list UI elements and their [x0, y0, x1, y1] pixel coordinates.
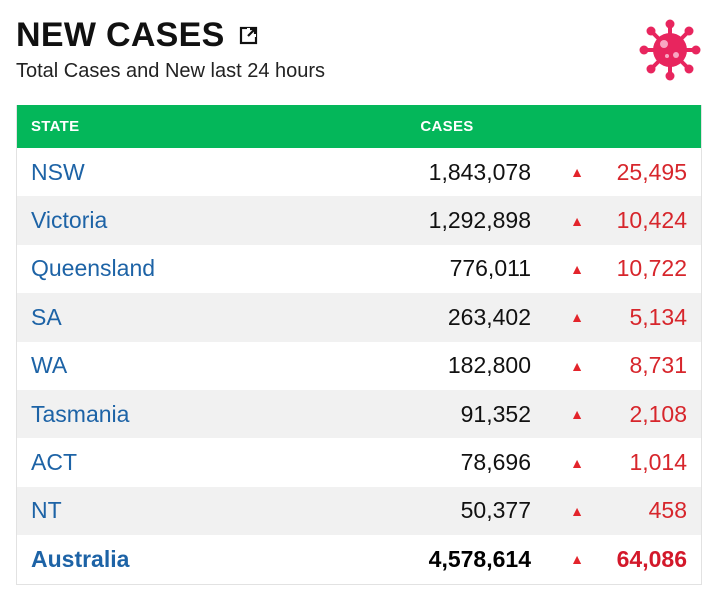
table-row: Victoria 1,292,898 ▲ 10,424	[17, 196, 701, 245]
widget-header: NEW CASES Total Cases and New last 24 ho…	[16, 14, 710, 94]
state-name[interactable]: WA	[31, 352, 68, 379]
total-cases: 1,843,078	[428, 158, 531, 185]
total-cases: 263,402	[447, 303, 531, 330]
total-cases: 78,696	[460, 449, 531, 476]
increase-arrow-icon: ▲	[570, 164, 584, 181]
table-row: SA 263,402 ▲ 5,134	[17, 293, 701, 342]
table-row: NT 50,377 ▲ 458	[17, 486, 701, 536]
column-header-cases[interactable]: CASES	[420, 118, 474, 135]
state-name[interactable]: Tasmania	[31, 400, 130, 427]
new-cases: 64,086	[616, 545, 687, 572]
new-cases: 8,731	[629, 352, 687, 379]
page-subtitle: Total Cases and New last 24 hours	[16, 60, 326, 82]
increase-arrow-icon: ▲	[570, 454, 584, 471]
total-cases: 182,800	[447, 352, 531, 379]
virus-icon	[638, 18, 702, 82]
total-cases: 776,011	[449, 255, 531, 282]
increase-arrow-icon: ▲	[570, 260, 584, 277]
table-row-total: Australia 4,578,614 ▲ 64,086	[17, 535, 701, 583]
total-cases: 4,578,614	[428, 545, 531, 572]
new-cases: 458	[648, 497, 687, 524]
cases-table: STATE CASES NSW 1,843,078 ▲ 25,495 Victo…	[16, 105, 702, 585]
increase-arrow-icon: ▲	[570, 502, 584, 519]
total-cases: 50,377	[460, 497, 531, 524]
external-link-icon[interactable]	[239, 25, 259, 45]
state-name[interactable]: NSW	[31, 158, 85, 185]
state-name[interactable]: Victoria	[31, 207, 108, 234]
title-row: NEW CASES	[16, 14, 710, 56]
increase-arrow-icon: ▲	[570, 406, 584, 423]
increase-arrow-icon: ▲	[570, 212, 584, 229]
new-cases: 10,722	[616, 255, 687, 282]
table-header: STATE CASES	[17, 105, 701, 148]
increase-arrow-icon: ▲	[570, 357, 584, 374]
state-name[interactable]: Australia	[31, 545, 130, 572]
new-cases: 2,108	[629, 400, 687, 427]
total-cases: 91,352	[460, 400, 531, 427]
table-row: Queensland 776,011 ▲ 10,722	[17, 245, 701, 293]
page-title: NEW CASES	[16, 16, 225, 54]
new-cases: 5,134	[629, 303, 687, 330]
new-cases: 25,495	[616, 158, 687, 185]
state-name[interactable]: SA	[31, 303, 62, 330]
new-cases: 1,014	[629, 449, 687, 476]
increase-arrow-icon: ▲	[570, 551, 584, 568]
state-name[interactable]: ACT	[31, 449, 77, 476]
new-cases: 10,424	[616, 207, 687, 234]
state-name[interactable]: NT	[31, 497, 62, 524]
column-header-state[interactable]: STATE	[31, 118, 80, 135]
total-cases: 1,292,898	[428, 207, 531, 234]
table-row: Tasmania 91,352 ▲ 2,108	[17, 389, 701, 439]
table-row: ACT 78,696 ▲ 1,014	[17, 438, 701, 486]
table-row: NSW 1,843,078 ▲ 25,495	[17, 148, 701, 196]
increase-arrow-icon: ▲	[570, 309, 584, 326]
table-row: WA 182,800 ▲ 8,731	[17, 342, 701, 390]
state-name[interactable]: Queensland	[31, 255, 156, 282]
